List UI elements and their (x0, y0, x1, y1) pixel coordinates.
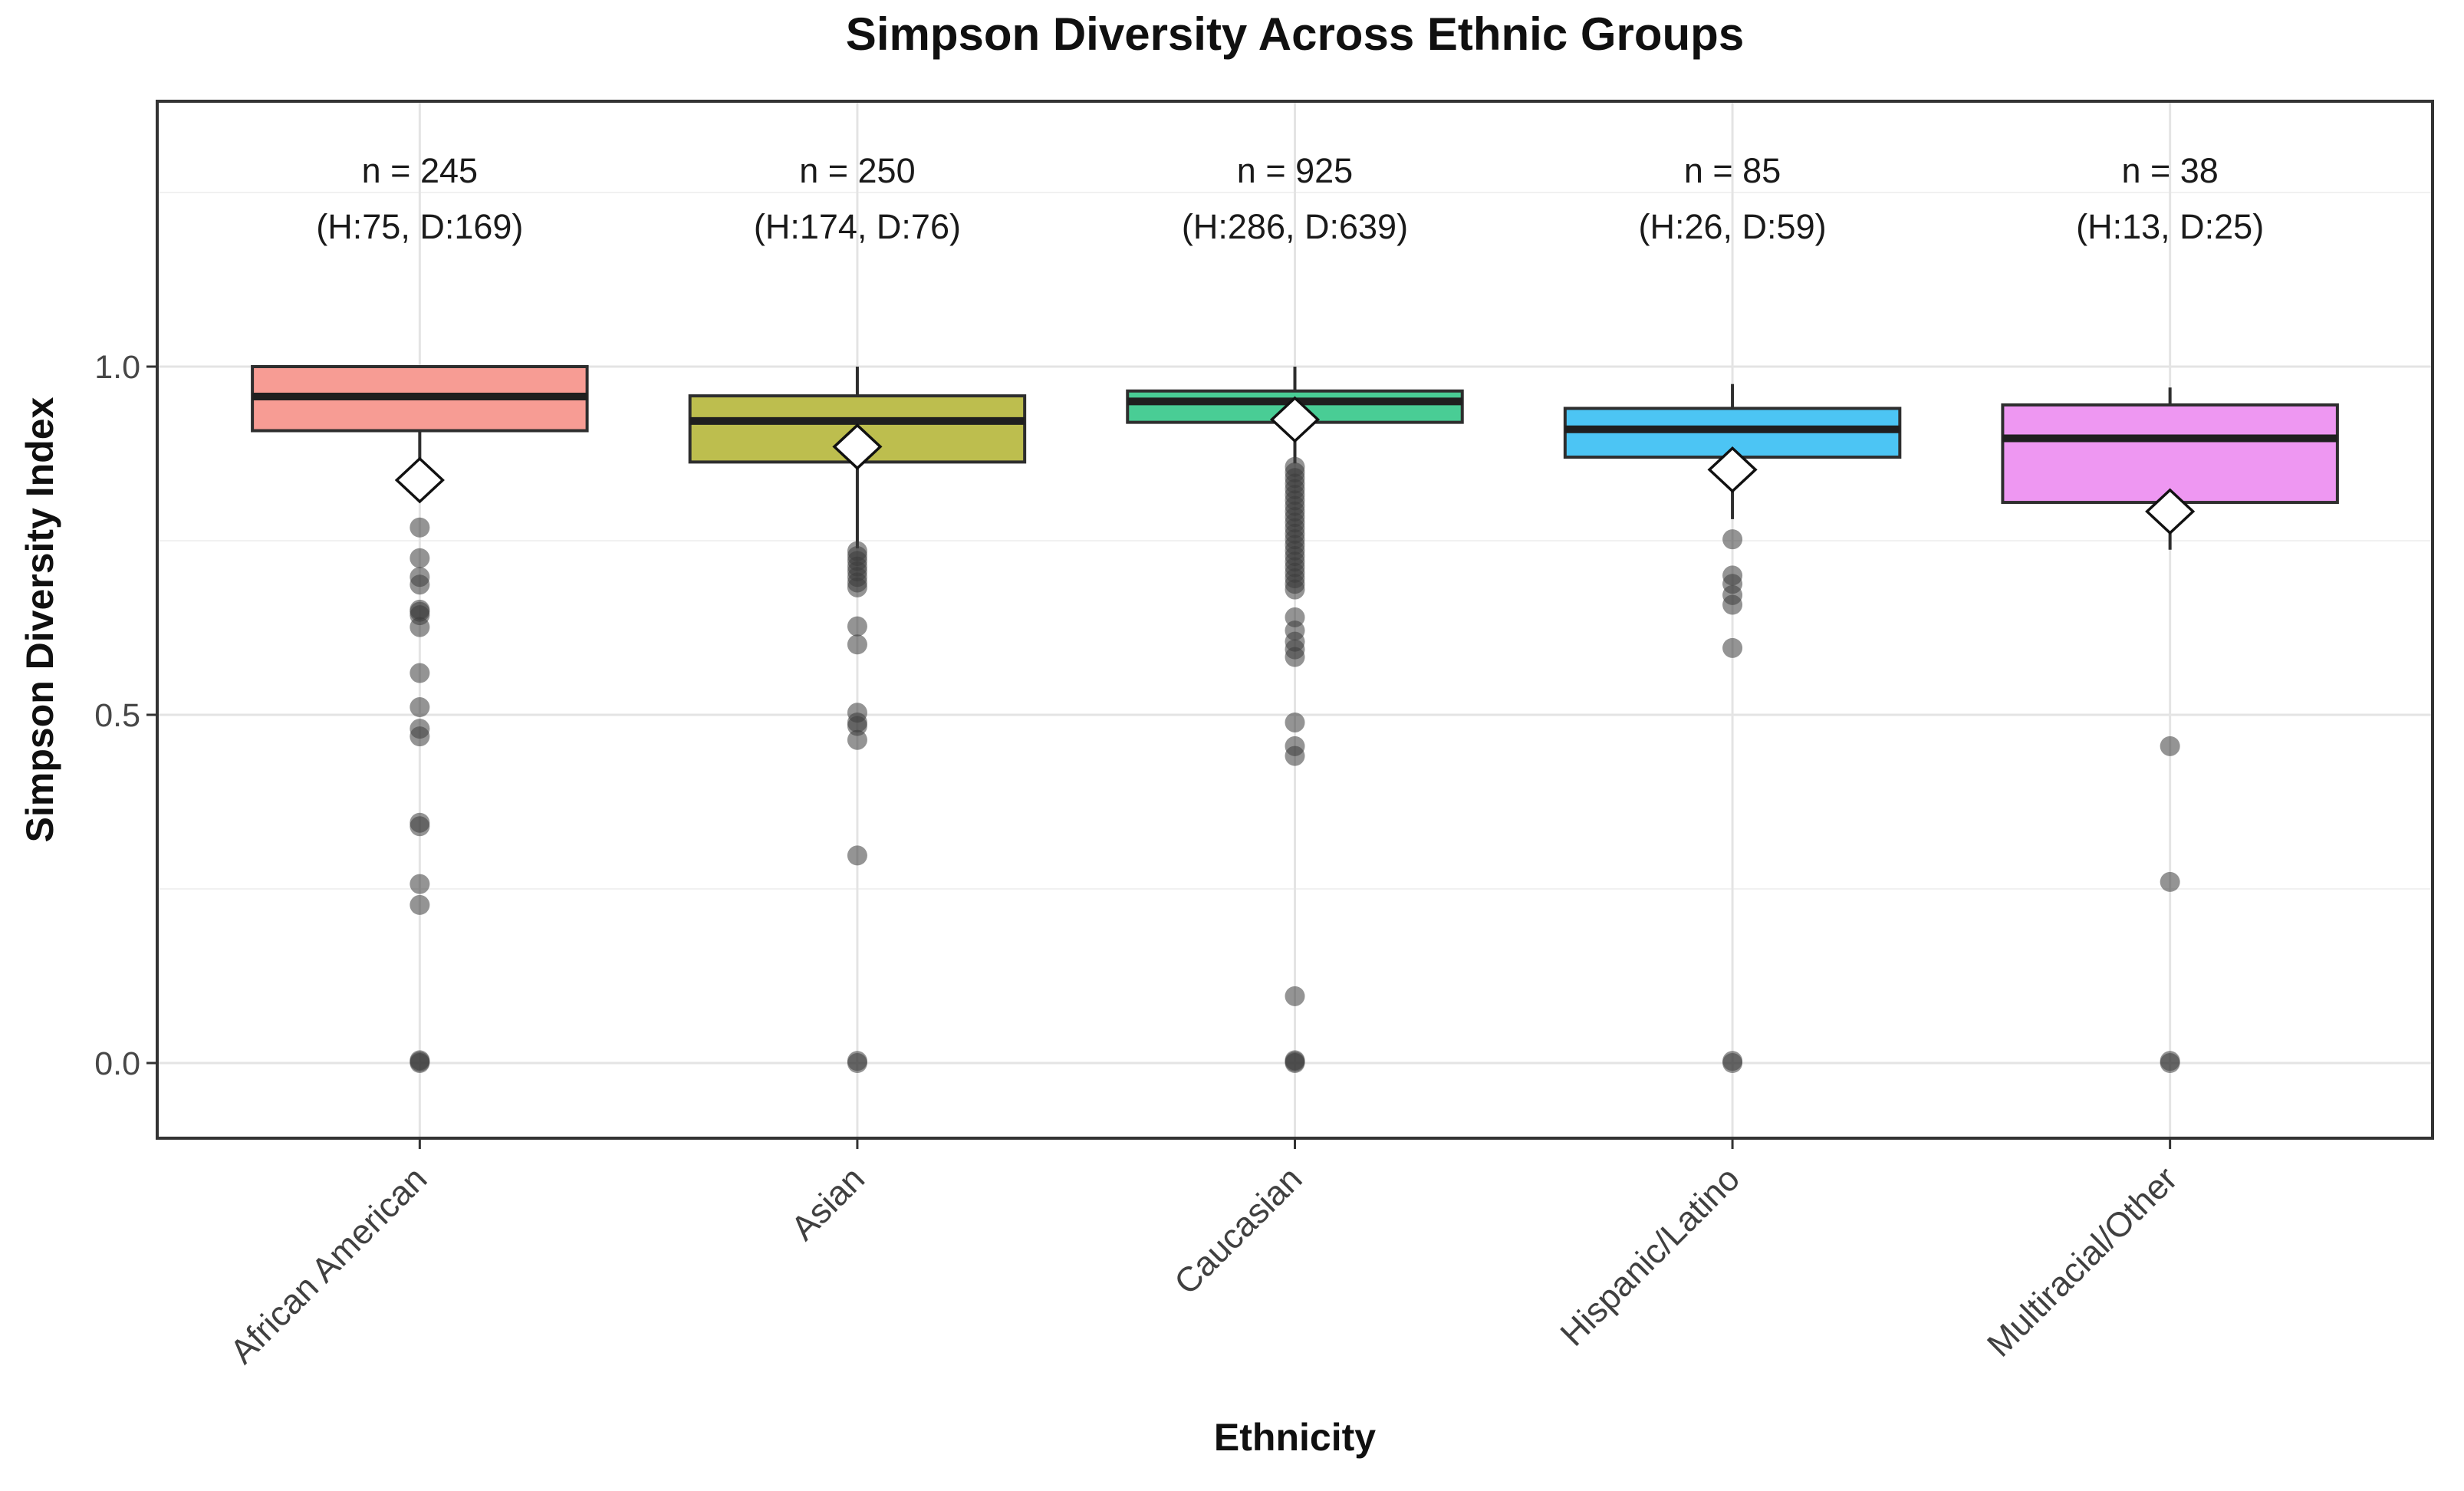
outlier-point (1285, 1053, 1305, 1073)
y-tick-label: 0.0 (94, 1045, 140, 1082)
outlier-point (410, 517, 430, 538)
panel-border (156, 100, 2434, 1140)
y-tick-label: 0.5 (94, 697, 140, 734)
outlier-point (410, 574, 430, 595)
annotation-n: n = 85 (1684, 151, 1781, 190)
annotation-hd: (H:26, D:59) (1639, 207, 1827, 246)
outlier-point (847, 1053, 867, 1073)
outlier-point (410, 874, 430, 894)
outlier-point (410, 617, 430, 637)
outlier-point (847, 716, 867, 736)
outlier-point (847, 616, 867, 637)
outlier-point (1285, 746, 1305, 766)
chart-title: Simpson Diversity Across Ethnic Groups (845, 8, 1745, 60)
outlier-point (410, 697, 430, 718)
outlier-point (410, 816, 430, 837)
mean-diamond (2145, 488, 2196, 535)
annotation-hd: (H:75, D:169) (316, 207, 523, 246)
outlier-point (847, 729, 867, 750)
annotation-hd: (H:286, D:639) (1182, 207, 1408, 246)
outlier-point (410, 1053, 430, 1073)
outlier-point (1285, 647, 1305, 667)
y-axis-title: Simpson Diversity Index (18, 397, 61, 843)
outlier-point (847, 577, 867, 597)
annotation-hd: (H:13, D:25) (2076, 207, 2264, 246)
y-tick-label: 1.0 (94, 349, 140, 386)
annotation-n: n = 38 (2121, 151, 2218, 190)
annotation-n: n = 250 (799, 151, 915, 190)
outlier-point (1285, 986, 1305, 1006)
annotation-n: n = 245 (362, 151, 478, 190)
outlier-point (847, 845, 867, 866)
outlier-point (1722, 637, 1743, 658)
outlier-point (2160, 736, 2180, 756)
outlier-point (1722, 529, 1743, 550)
outlier-point (410, 663, 430, 683)
mean-diamond (1707, 446, 1758, 493)
outlier-point (1722, 1053, 1743, 1073)
mean-diamond (1269, 396, 1321, 443)
annotation-hd: (H:174, D:76) (754, 207, 961, 246)
annotation-n: n = 925 (1237, 151, 1353, 190)
outlier-point (1285, 579, 1305, 600)
outlier-point (2160, 1053, 2180, 1073)
outlier-point (2160, 871, 2180, 892)
x-category-label: Hispanic/Latino (1553, 1159, 1748, 1354)
mean-diamond (394, 456, 445, 504)
outlier-point (410, 894, 430, 915)
outlier-point (1722, 594, 1743, 615)
outlier-point (847, 634, 867, 655)
outlier-point (1285, 712, 1305, 732)
outlier-point (410, 548, 430, 568)
x-category-label: African American (222, 1159, 435, 1371)
mean-diamond (832, 423, 883, 470)
box-multiracial-other (2001, 403, 2339, 505)
x-axis-title: Ethnicity (1213, 1416, 1377, 1459)
x-category-label: Caucasian (1166, 1159, 1309, 1302)
outlier-point (410, 726, 430, 747)
x-category-label: Multiracial/Other (1979, 1159, 2185, 1364)
x-category-label: Asian (783, 1159, 872, 1248)
